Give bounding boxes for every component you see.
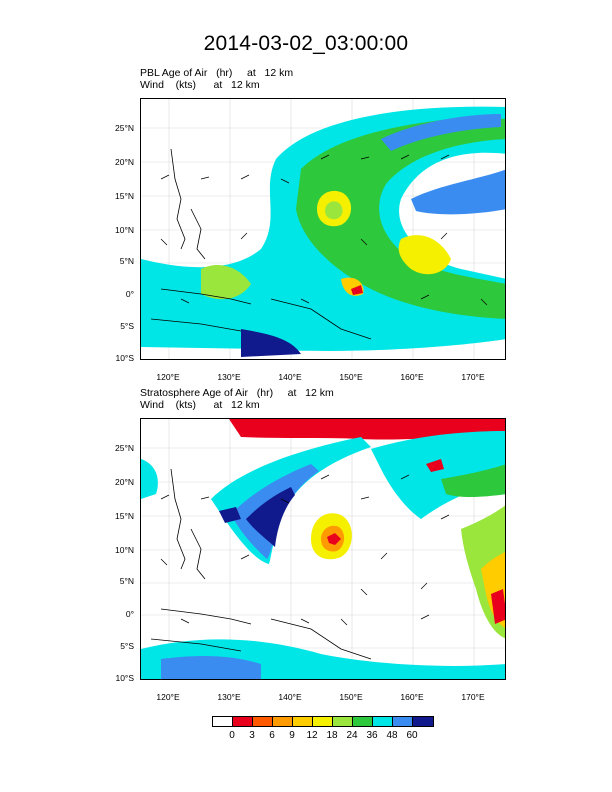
panel1-field-label: PBL Age of Air (hr) at 12 km (140, 67, 294, 79)
colorbar-label-36: 36 (366, 730, 378, 741)
lon-label-130e: 130°E (217, 372, 241, 382)
lat-label-15n-p2: 15°N (115, 511, 134, 521)
colorbar-label-9: 9 (289, 730, 295, 741)
colorbar-swatch-10 (413, 717, 433, 726)
colorbar-label-18: 18 (326, 730, 338, 741)
colorbar-swatch-7 (353, 717, 373, 726)
colorbar-swatch-0 (213, 717, 233, 726)
lon-label-150e-p2: 150°E (339, 692, 363, 702)
panel1-wind-label: Wind (kts) at 12 km (140, 79, 260, 91)
colorbar-label-60: 60 (406, 730, 418, 741)
stratosphere-age-map-graphic (141, 419, 505, 679)
colorbar-swatch-8 (373, 717, 393, 726)
panel2-wind-label: Wind (kts) at 12 km (140, 399, 260, 411)
colorbar-label-0: 0 (229, 730, 235, 741)
lat-label-25n-p2: 25°N (115, 443, 134, 453)
lat-label-10s: 10°S (115, 353, 134, 363)
colorbar-swatch-6 (333, 717, 353, 726)
lon-label-150e: 150°E (339, 372, 363, 382)
colorbar-swatch-4 (293, 717, 313, 726)
colorbar-label-12: 12 (306, 730, 318, 741)
lat-label-20n-p2: 20°N (115, 477, 134, 487)
lat-label-25n: 25°N (115, 123, 134, 133)
lon-label-160e-p2: 160°E (400, 692, 424, 702)
colorbar-swatch-9 (393, 717, 413, 726)
lat-label-5n: 5°N (119, 256, 134, 266)
lon-label-170e-p2: 170°E (461, 692, 485, 702)
colorbar-label-48: 48 (386, 730, 398, 741)
lon-label-160e: 160°E (400, 372, 424, 382)
figure-title: 2014-03-02_03:00:00 (203, 32, 409, 55)
lat-label-10s-p2: 10°S (115, 673, 134, 683)
lat-label-20n: 20°N (115, 157, 134, 167)
lon-label-120e-p2: 120°E (156, 692, 180, 702)
pbl-age-map-graphic (141, 99, 505, 359)
lat-label-10n-p2: 10°N (115, 545, 134, 555)
lon-label-120e: 120°E (156, 372, 180, 382)
panel2-label: Stratosphere Age of Air (hr) at 12 km Wi… (140, 387, 334, 411)
lat-label-0-p2: 0° (125, 609, 134, 619)
pbl-age-map (140, 98, 506, 360)
colorbar-swatch-3 (273, 717, 293, 726)
lon-label-130e-p2: 130°E (217, 692, 241, 702)
colorbar-swatch-2 (253, 717, 273, 726)
lat-label-10n: 10°N (115, 225, 134, 235)
lat-label-5n-p2: 5°N (119, 576, 134, 586)
colorbar-swatch-5 (313, 717, 333, 726)
lat-label-5s: 5°S (120, 321, 134, 331)
lon-label-170e: 170°E (461, 372, 485, 382)
lon-label-140e: 140°E (278, 372, 302, 382)
colorbar-label-24: 24 (346, 730, 358, 741)
lon-label-140e-p2: 140°E (278, 692, 302, 702)
lat-label-15n: 15°N (115, 191, 134, 201)
colorbar (212, 716, 434, 727)
colorbar-swatch-1 (233, 717, 253, 726)
lat-label-0: 0° (125, 289, 134, 299)
colorbar-label-3: 3 (249, 730, 255, 741)
panel2-field-label: Stratosphere Age of Air (hr) at 12 km (140, 387, 334, 399)
lat-label-5s-p2: 5°S (120, 641, 134, 651)
panel1-label: PBL Age of Air (hr) at 12 km Wind (kts) … (140, 67, 293, 91)
stratosphere-age-map (140, 418, 506, 680)
colorbar-label-6: 6 (269, 730, 275, 741)
